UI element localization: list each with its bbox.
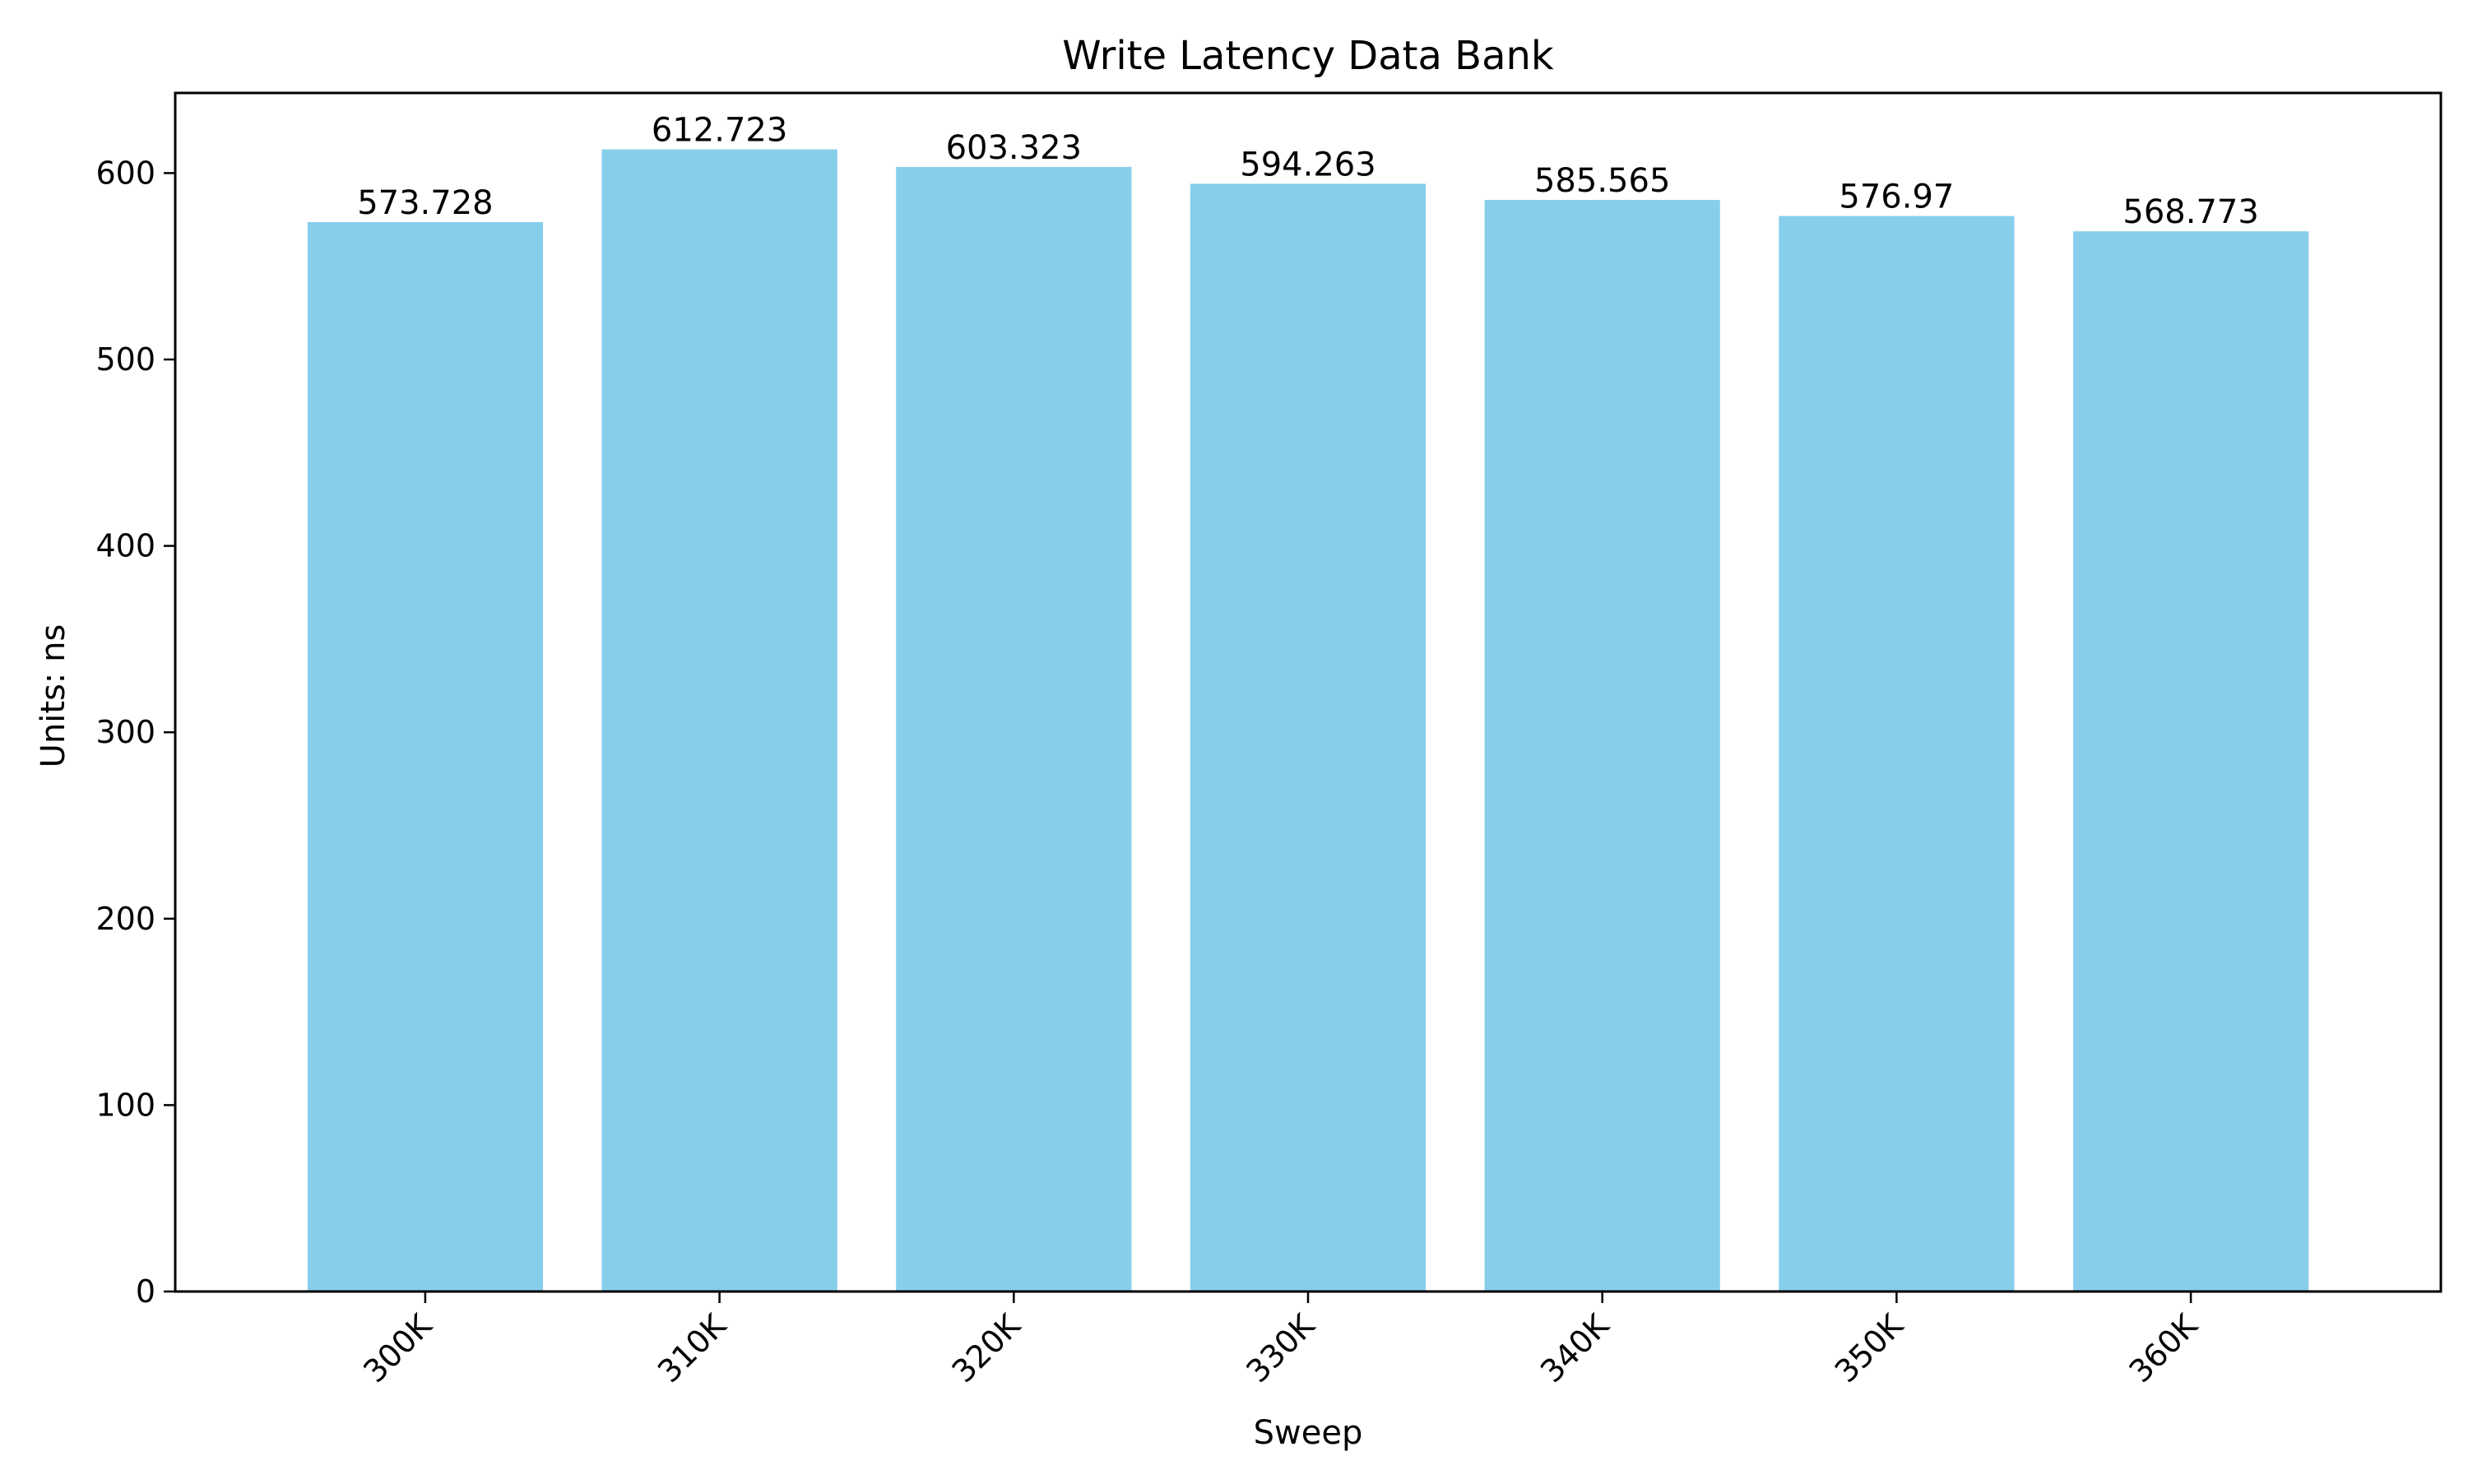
y-tick-label-200: 200	[95, 901, 155, 937]
y-tick-label-400: 400	[95, 528, 155, 564]
y-tick-label-100: 100	[95, 1087, 155, 1123]
bar-330K	[1190, 183, 1427, 1292]
y-tick-label-500: 500	[95, 341, 155, 378]
y-tick-label-0: 0	[136, 1273, 155, 1310]
data-label-330K: 594.263	[1240, 146, 1375, 183]
bar-340K	[1484, 200, 1720, 1292]
bar-300K	[307, 222, 543, 1292]
data-label-310K: 612.723	[652, 112, 787, 150]
bar-320K	[896, 166, 1132, 1292]
bar-310K	[601, 149, 837, 1292]
data-label-340K: 585.565	[1534, 162, 1670, 200]
y-tick-label-600: 600	[95, 155, 155, 191]
chart-title: Write Latency Data Bank	[1062, 33, 1554, 79]
data-labels-layer: 573.728 612.723 603.323 594.263 585.565 576.9…	[357, 112, 2259, 232]
data-label-320K: 603.323	[946, 129, 1082, 167]
x-axis-label: Sweep	[1254, 1414, 1363, 1452]
bars-layer	[307, 149, 2309, 1292]
data-label-350K: 576.97	[1839, 179, 1954, 216]
y-tick-label-300: 300	[95, 714, 155, 750]
y-axis-ticks: 0 100 200 300 400 500 600	[95, 155, 175, 1310]
data-label-360K: 568.773	[2122, 193, 2258, 231]
plot-area-frame	[174, 91, 2442, 1293]
data-label-300K: 573.728	[357, 184, 493, 222]
bar-350K	[1779, 216, 2015, 1292]
bar-360K	[2073, 231, 2309, 1292]
y-axis-label: Units: ns	[35, 624, 72, 768]
